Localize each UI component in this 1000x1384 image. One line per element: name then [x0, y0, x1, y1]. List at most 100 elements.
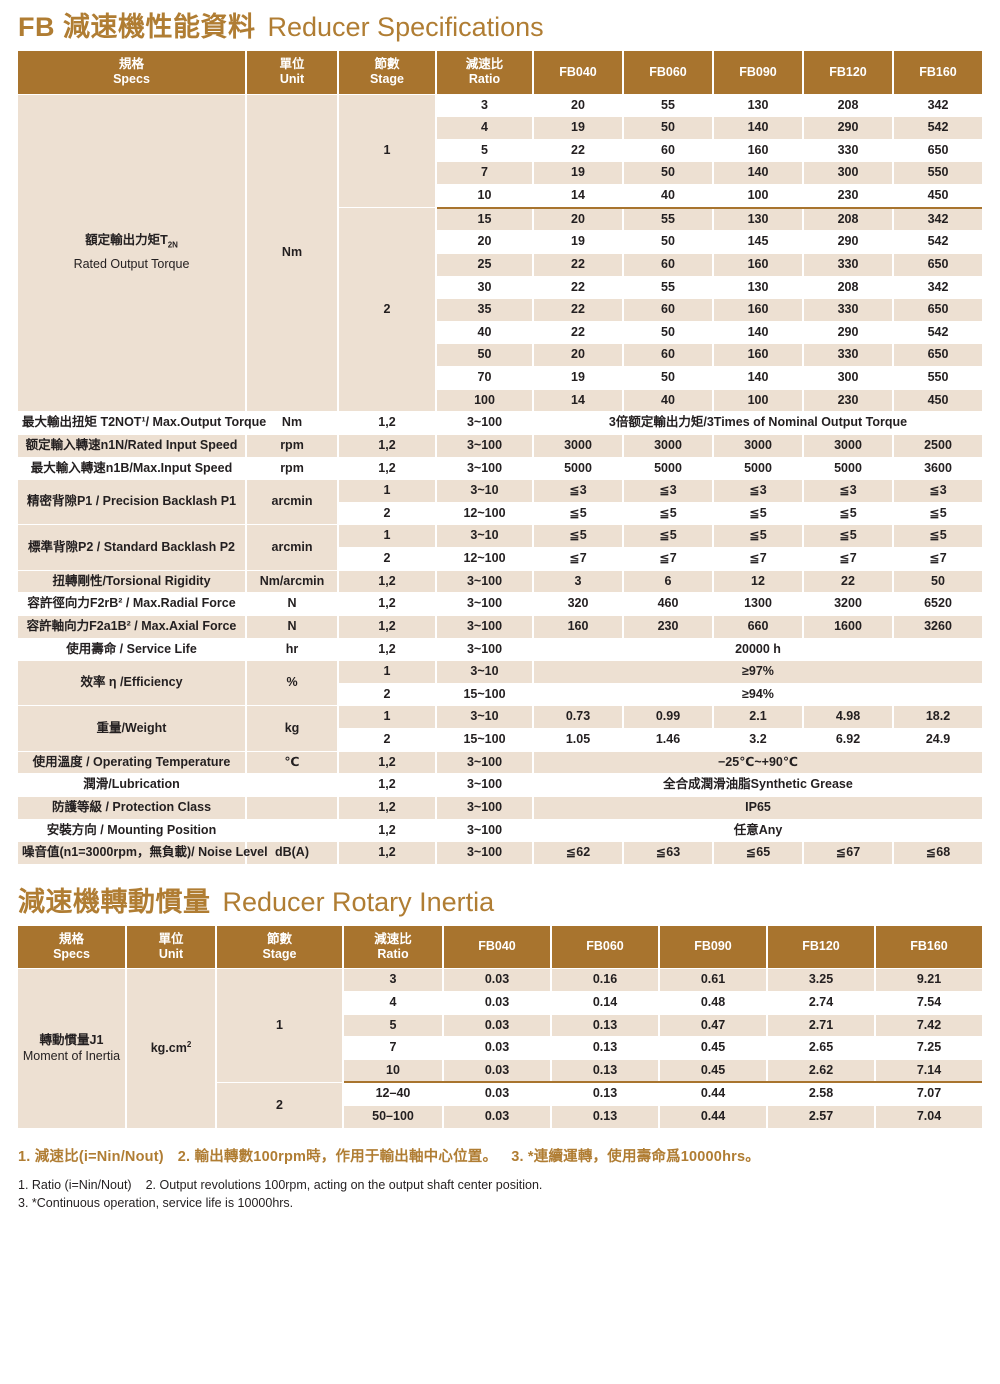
value-cell: ≦7 — [623, 547, 714, 571]
row-label-standard-backlash: 標準背隙P2 / Standard Backlash P2 — [18, 524, 247, 571]
col-header-unit: 單位 Unit — [126, 925, 217, 970]
value-cell: 330 — [803, 343, 894, 368]
value-cell: ≦3 — [713, 479, 804, 503]
ratio-cell: 40 — [436, 321, 534, 345]
value-cell: ≦68 — [893, 841, 982, 865]
value-cell: 140 — [713, 366, 804, 390]
value-cell: 5000 — [623, 457, 714, 481]
standard-backlash-row: 2 12~100 ≦7 ≦7 ≦7 ≦7 ≦7 — [18, 547, 982, 571]
service-life: 使用壽命 / Service Life hr 1,2 3~100 20000 h — [18, 638, 982, 662]
ratio-cell: 25 — [436, 253, 534, 277]
value-cell: 140 — [713, 161, 804, 186]
value-cell: 2500 — [893, 434, 982, 458]
row-unit: dB(A) — [246, 841, 339, 865]
value-cell: 290 — [803, 116, 894, 140]
value-cell: 290 — [803, 230, 894, 254]
operating-temperature: 使用溫度 / Operating Temperature ℃ 1,2 3~100 −25… — [18, 751, 982, 775]
value-cell: 3000 — [623, 434, 714, 458]
col-header-ratio: 減速比 Ratio — [436, 51, 534, 95]
merged-value-cell: 任意Any — [533, 819, 982, 843]
inertia-row: 10 0.03 0.13 0.45 2.62 7.14 — [18, 1059, 982, 1084]
row-label-protection-class: 防護等級 / Protection Class — [18, 796, 247, 820]
row-unit: N — [246, 615, 339, 639]
inertia-row: 4 0.03 0.14 0.48 2.74 7.54 — [18, 991, 982, 1015]
ratio-cell: 3 — [436, 94, 534, 118]
value-cell: 6.92 — [803, 728, 894, 752]
max-axial-force: 容許軸向力F2a1B² / Max.Axial Force N 1,2 3~100 16… — [18, 615, 982, 639]
col-header-fb090: FB090 — [659, 925, 768, 970]
value-cell: 0.61 — [659, 968, 768, 992]
value-cell: ≦3 — [533, 479, 624, 503]
value-cell: 14 — [533, 389, 624, 413]
max-radial-force: 容許徑向力F2rB² / Max.Radial Force N 1,2 3~100 32… — [18, 592, 982, 616]
row-unit — [246, 819, 339, 843]
value-cell: 6 — [623, 570, 714, 594]
stage-cell: 1,2 — [338, 819, 437, 843]
inertia-row: 7 0.03 0.13 0.45 2.65 7.25 — [18, 1036, 982, 1060]
torsional-rigidity: 扭轉剛性/Torsional Rigidity Nm/arcmin 1,2 3~100… — [18, 570, 982, 594]
ratio-cell: 35 — [436, 298, 534, 322]
stage-cell: 1,2 — [338, 592, 437, 616]
value-cell: 7.07 — [875, 1082, 982, 1107]
value-cell: 12 — [713, 570, 804, 594]
value-cell: 300 — [803, 161, 894, 186]
value-cell: 208 — [803, 207, 894, 232]
torque-row: 40 22 50 140 290 542 — [18, 321, 982, 345]
inertia-title-cn: 減速機轉動慣量 — [18, 886, 211, 917]
ratio-cell: 15 — [436, 207, 534, 232]
value-cell: 550 — [893, 161, 982, 186]
value-cell: 7.14 — [875, 1059, 982, 1084]
value-cell: 22 — [533, 276, 624, 300]
row-unit: % — [246, 660, 339, 707]
value-cell: 160 — [713, 139, 804, 163]
col-header-fb040: FB040 — [443, 925, 552, 970]
value-cell: ≦62 — [533, 841, 624, 865]
row-unit: ℃ — [246, 751, 339, 775]
value-cell: 3260 — [893, 615, 982, 639]
value-cell: ≦7 — [533, 547, 624, 571]
row-label-weight: 重量/Weight — [18, 705, 247, 752]
reducer-specifications-table: 規格 Specs 單位 Unit 節數 Stage 減速比 Ratio FB040 FB… — [18, 51, 982, 865]
lubrication: 潤滑/Lubrication 1,2 3~100 全合成潤滑油脂Synthetic G… — [18, 773, 982, 797]
value-cell: 342 — [893, 276, 982, 300]
value-cell: 3 — [533, 570, 624, 594]
value-cell: ≦7 — [713, 547, 804, 571]
row-label-max-output-torque: 最大輸出扭矩 T2NOT¹/ Max.Output Torque — [18, 411, 266, 435]
stage-cell: 1,2 — [338, 434, 437, 458]
value-cell: 50 — [893, 570, 982, 594]
row-unit: N — [246, 592, 339, 616]
stage-cell: 1 — [338, 705, 437, 730]
inertia-row: 50–100 0.03 0.13 0.44 2.57 7.04 — [18, 1105, 982, 1129]
noise-level: 噪音值(n1=3000rpm，無負載)/ Noise Level dB(A) 1,2… — [18, 841, 982, 865]
rated-input-speed: 额定輸入轉速n1N/Rated Input Speed rpm 1,2 3~100 30… — [18, 434, 982, 458]
reducer-rotary-inertia-table: 規格 Specs 單位 Unit 節數 Stage 減速比 Ratio FB040 FB… — [18, 925, 982, 1129]
inertia-row: 轉動慣量J1 Moment of Inertia kg.cm2 1 3 0.03 0.16 0… — [18, 968, 982, 1129]
value-cell: 100 — [713, 184, 804, 209]
max-output-torque: 最大輸出扭矩 T2NOT¹/ Max.Output Torque Nm 1,2 3~1… — [18, 411, 982, 435]
stage-cell: 1,2 — [338, 796, 437, 820]
stage-cell: 1,2 — [338, 773, 437, 797]
stage-cell: 2 — [338, 683, 437, 707]
precision-backlash-row: 2 12~100 ≦5 ≦5 ≦5 ≦5 ≦5 — [18, 502, 982, 526]
value-cell: 0.73 — [533, 705, 624, 730]
value-cell: ≦5 — [623, 502, 714, 526]
value-cell: 230 — [623, 615, 714, 639]
value-cell: 18.2 — [893, 705, 982, 730]
label-cn: 轉動慣量J1 — [39, 1032, 104, 1047]
value-cell: 0.45 — [659, 1036, 768, 1060]
col-header-ratio: 減速比 Ratio — [343, 925, 444, 970]
stage-cell: 1 — [338, 524, 437, 549]
value-cell: 650 — [893, 298, 982, 322]
ratio-cell: 3~100 — [436, 841, 534, 865]
value-cell: 5000 — [713, 457, 804, 481]
ratio-cell: 3~100 — [436, 457, 534, 481]
value-cell: 1600 — [803, 615, 894, 639]
row-label-noise-level: 噪音值(n1=3000rpm，無負載)/ Noise Level — [18, 841, 268, 865]
value-cell: 330 — [803, 298, 894, 322]
value-cell: 40 — [623, 184, 714, 209]
value-cell: 2.71 — [767, 1014, 876, 1038]
value-cell: 290 — [803, 321, 894, 345]
merged-value-cell: 3倍额定輸出力矩/3Times of Nominal Output Torque — [533, 411, 982, 435]
ratio-cell: 20 — [436, 230, 534, 254]
value-cell: 2.1 — [713, 705, 804, 730]
